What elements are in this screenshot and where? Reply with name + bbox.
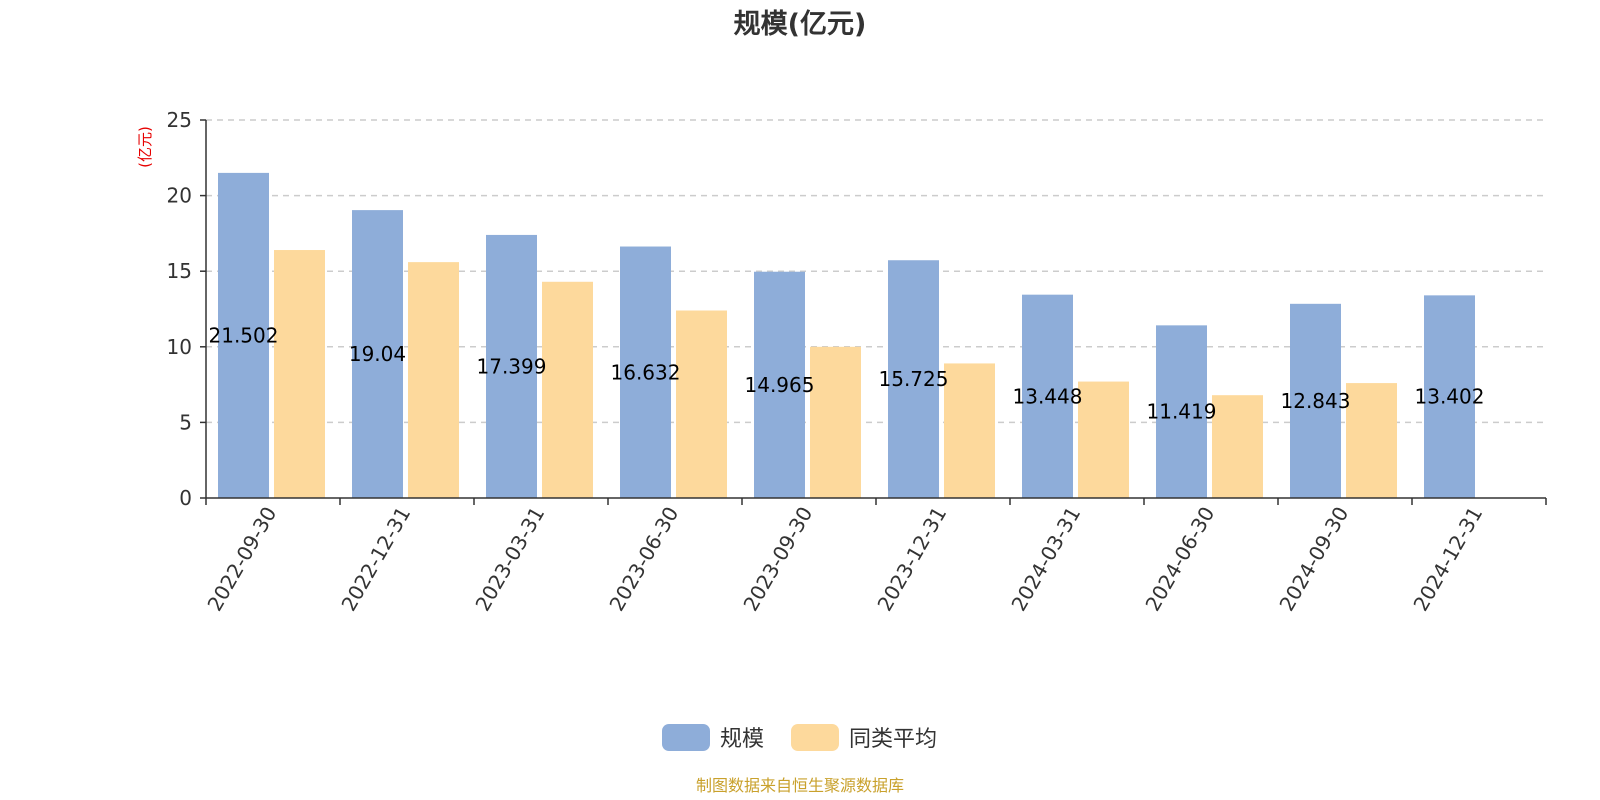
bar-scale — [1156, 325, 1207, 498]
bar-peer-average — [944, 363, 995, 498]
data-labels: 21.502 19.04 17.399 16.632 14.965 15.725 13.44… — [209, 323, 1485, 423]
source-note: 制图数据来自恒生聚源数据库 — [696, 776, 904, 795]
data-label: 21.502 — [209, 323, 279, 347]
data-label: 11.419 — [1147, 400, 1217, 424]
bar-scale — [620, 246, 671, 498]
data-label: 13.402 — [1415, 385, 1485, 409]
bar-peer-average — [810, 346, 861, 498]
y-tick-label: 25 — [167, 108, 192, 132]
legend-label: 同类平均 — [849, 727, 937, 752]
bars — [218, 172, 1475, 498]
bar-peer-average — [1346, 383, 1397, 498]
bar-peer-average — [1078, 381, 1129, 498]
data-label: 17.399 — [477, 354, 547, 378]
chart-title: 规模(亿元) — [734, 9, 867, 40]
x-tick-labels: 2022-09-30 2022-12-31 2023-03-31 2023-06-30… — [202, 503, 1487, 616]
x-tick-label: 2023-12-31 — [872, 503, 951, 616]
legend-swatch — [662, 724, 710, 751]
y-tick-label: 10 — [167, 335, 192, 359]
legend-label: 规模 — [720, 727, 764, 752]
bar-peer-average — [274, 250, 325, 498]
y-axis-label: (亿元) — [136, 126, 154, 168]
bar-scale — [888, 260, 939, 498]
x-tick-label: 2022-09-30 — [202, 503, 281, 616]
x-tick-label: 2023-09-30 — [738, 503, 817, 616]
data-label: 15.725 — [879, 367, 949, 391]
x-tick-label: 2022-12-31 — [336, 503, 415, 616]
bar-scale — [1290, 303, 1341, 498]
bar-scale — [352, 210, 403, 498]
data-label: 19.04 — [349, 342, 406, 366]
bar-scale — [218, 172, 269, 498]
y-tick-label: 20 — [167, 184, 192, 208]
y-tick-label: 15 — [167, 259, 192, 283]
bar-scale — [754, 271, 805, 498]
x-tick-label: 2023-06-30 — [604, 503, 683, 616]
y-tick-label: 0 — [179, 486, 192, 510]
axes — [200, 119, 1547, 505]
data-label: 14.965 — [745, 373, 815, 397]
bar-scale — [486, 234, 537, 498]
x-tick-label: 2024-12-31 — [1408, 503, 1487, 616]
y-tick-labels: 0 5 10 15 20 25 — [167, 108, 192, 510]
x-tick-label: 2024-03-31 — [1006, 503, 1085, 616]
bar-peer-average — [542, 281, 593, 498]
data-label: 12.843 — [1281, 389, 1351, 413]
x-tick-label: 2023-03-31 — [470, 503, 549, 616]
x-tick-label: 2024-09-30 — [1274, 503, 1353, 616]
bar-peer-average — [1212, 395, 1263, 498]
y-tick-label: 5 — [179, 410, 192, 434]
bar-scale — [1022, 294, 1073, 498]
legend: 规模 同类平均 — [662, 724, 937, 752]
bar-peer-average — [676, 310, 727, 498]
data-label: 16.632 — [611, 360, 681, 384]
bar-peer-average — [408, 262, 459, 498]
data-label: 13.448 — [1013, 384, 1083, 408]
x-tick-label: 2024-06-30 — [1140, 503, 1219, 616]
grid-lines — [206, 119, 1546, 424]
bar-scale — [1424, 295, 1475, 498]
legend-swatch — [791, 724, 839, 751]
